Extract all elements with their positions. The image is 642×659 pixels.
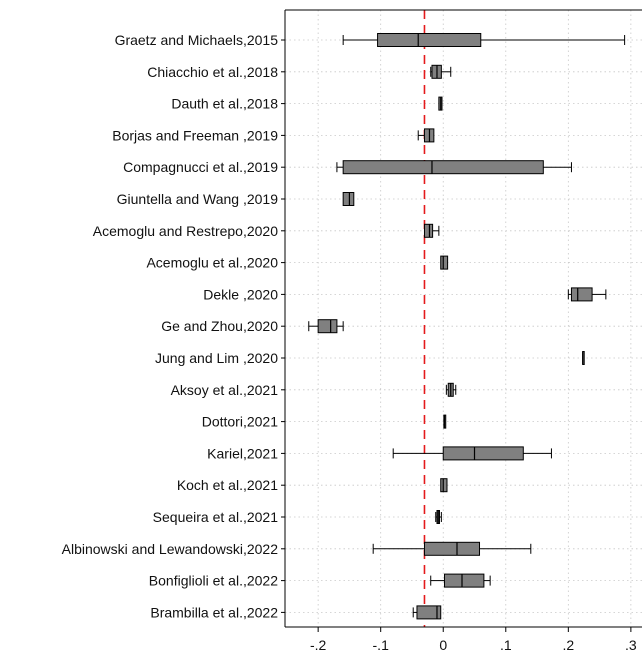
box-iqr — [342, 160, 544, 175]
box-item — [430, 64, 452, 79]
box-item — [372, 541, 532, 556]
box-iqr — [416, 605, 442, 620]
box-iqr — [317, 319, 338, 334]
box-item — [438, 96, 443, 111]
boxes-group — [308, 33, 626, 620]
box-iqr — [342, 192, 355, 206]
category-label: Jung and Lim ,2020 — [155, 350, 278, 366]
category-label: Compagnucci et al.,2019 — [123, 159, 278, 175]
box-item — [582, 351, 585, 365]
x-tick-label: .1 — [500, 637, 512, 653]
box-item — [392, 446, 552, 461]
box-item — [430, 573, 491, 588]
category-label: Aksoy et al.,2021 — [171, 382, 279, 398]
box-item — [435, 510, 442, 524]
category-label: Sequeira et al.,2021 — [153, 509, 279, 525]
x-tick-label: -.2 — [310, 637, 327, 653]
box-iqr — [443, 573, 485, 588]
box-iqr — [440, 255, 449, 270]
category-label: Chiacchio et al.,2018 — [147, 64, 278, 80]
category-label: Brambilla et al.,2022 — [150, 604, 278, 620]
box-item — [417, 128, 435, 143]
axes-group — [281, 9, 642, 632]
category-label: Dauth et al.,2018 — [171, 96, 278, 112]
category-label: Borjas and Freeman ,2019 — [112, 127, 278, 143]
category-label: Graetz and Michaels,2015 — [115, 32, 279, 48]
category-label: Kariel,2021 — [207, 445, 278, 461]
category-label: Koch et al.,2021 — [177, 477, 278, 493]
box-item — [308, 319, 344, 334]
category-label: Giuntella and Wang ,2019 — [117, 191, 279, 207]
category-label: Ge and Zhou,2020 — [161, 318, 278, 334]
box-item — [423, 223, 440, 238]
category-label: Dekle ,2020 — [203, 286, 278, 302]
box-iqr — [423, 223, 434, 238]
box-iqr — [377, 33, 482, 47]
box-iqr — [423, 541, 481, 556]
x-tick-labels: -.2 -.1 0 .1 .2 .3 — [310, 637, 637, 653]
x-tick-label: .2 — [562, 637, 574, 653]
x-tick-label: 0 — [439, 637, 447, 653]
category-label: Dottori,2021 — [202, 414, 278, 430]
box-item — [342, 192, 355, 206]
box-iqr — [440, 478, 448, 493]
category-label: Bonfiglioli et al.,2022 — [149, 573, 278, 589]
box-iqr — [442, 446, 524, 461]
category-label: Acemoglu et al.,2020 — [146, 255, 278, 271]
box-item — [342, 33, 626, 47]
category-label: Albinowski and Lewandowski,2022 — [62, 541, 279, 557]
box-item — [443, 414, 447, 429]
box-item — [336, 160, 572, 175]
category-label: Acemoglu and Restrepo,2020 — [93, 223, 278, 239]
box-item — [440, 478, 448, 493]
x-tick-label: .3 — [625, 637, 637, 653]
box-item — [445, 382, 457, 397]
box-item — [440, 255, 449, 270]
category-labels: Graetz and Michaels,2015 Chiacchio et al.… — [62, 32, 279, 620]
box-iqr — [570, 287, 593, 302]
box-item — [567, 287, 607, 302]
box-item — [412, 605, 442, 620]
x-tick-label: -.1 — [373, 637, 390, 653]
